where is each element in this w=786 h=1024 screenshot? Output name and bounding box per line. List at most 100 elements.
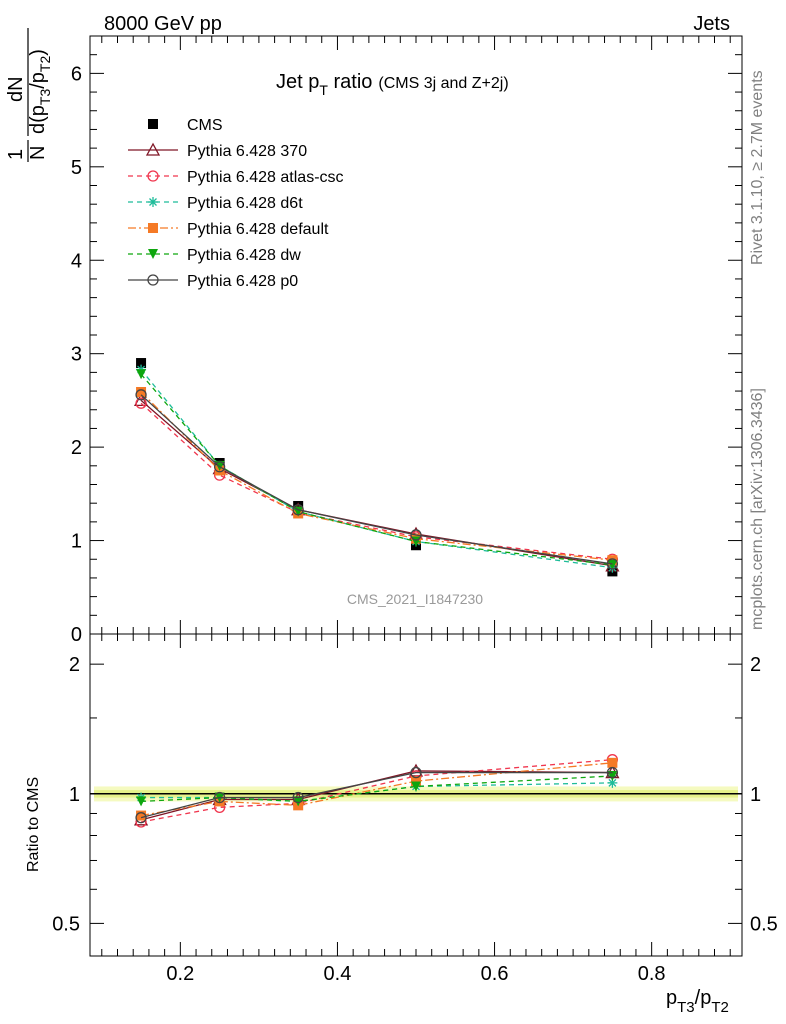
legend-label: Pythia 6.428 p0 <box>187 273 298 290</box>
main-series-pythia-6-428-p0 <box>135 389 619 570</box>
ratio-point-pythia-6-428-dw <box>136 796 147 807</box>
main-ylabel: 1 N dN d(pT3/pT2) <box>5 28 53 162</box>
legend-marker <box>147 170 159 182</box>
legend-marker <box>148 249 158 259</box>
ratio-point-pythia-6-428-default <box>411 776 421 787</box>
legend-marker <box>148 197 158 207</box>
main-point-pythia-6-428-p0 <box>213 461 226 473</box>
legend-entry-pythia-6-428-atlas-csc: Pythia 6.428 atlas-csc <box>128 169 344 186</box>
rivet-label: Rivet 3.1.10, ≥ 2.7M events <box>749 70 766 265</box>
ratio-ytick-label: 2 <box>69 654 80 676</box>
main-point-pythia-6-428-dw <box>607 559 618 570</box>
main-point-cms <box>293 500 304 511</box>
main-ytick-label: 3 <box>71 344 82 366</box>
ylabel-one: 1 <box>5 149 27 160</box>
header-right: Jets <box>693 13 730 35</box>
main-series-pythia-6-428-d6t <box>136 364 618 573</box>
analysis-watermark: CMS_2021_I1847230 <box>347 591 483 607</box>
ratio-point-pythia-6-428-default <box>136 810 147 821</box>
ratio-line-pythia-6-428-p0 <box>140 771 613 819</box>
main-point-cms <box>136 358 147 369</box>
main-point-pythia-6-428-atlas-csc <box>135 397 147 409</box>
main-point-pythia-6-428-default <box>136 386 147 397</box>
ratio-ytick-label-right: 2 <box>750 654 761 676</box>
legend-label: Pythia 6.428 default <box>187 221 329 238</box>
main-line-pythia-6-428-d6t <box>140 369 613 569</box>
ratio-ytick-label-right: 0.5 <box>750 913 778 935</box>
main-line-pythia-6-428-dw <box>140 373 613 566</box>
ratio-point-pythia-6-428-default <box>607 757 618 768</box>
ratio-y-ticks: 0.5 0.5 1 1 2 2 <box>52 654 778 935</box>
ratio-point-pythia-6-428-p0 <box>410 766 422 779</box>
main-ytick-label: 4 <box>71 250 82 272</box>
main-point-pythia-6-428-p0 <box>135 389 147 401</box>
main-line-pythia-6-428-atlas-csc <box>140 402 613 560</box>
legend-marker <box>147 274 159 286</box>
ratio-point-pythia-6-428-p0 <box>606 766 619 779</box>
ratio-ylabel: Ratio to CMS <box>25 777 42 872</box>
ratio-series-layer <box>133 754 620 828</box>
legend-marker <box>145 142 161 156</box>
main-title: Jet pT ratio (CMS 3j and Z+2j) <box>276 71 509 98</box>
main-y-ticks: 0 1 2 3 4 5 6 <box>71 54 742 646</box>
legend-entry-pythia-6-428-default: Pythia 6.428 default <box>128 221 329 238</box>
legend-entry-cms: CMS <box>148 117 223 134</box>
ratio-ytick-label: 0.5 <box>52 913 80 935</box>
main-ytick-label: 2 <box>71 437 82 459</box>
ratio-panel-frame <box>89 633 743 957</box>
mcplots-label: mcplots.cern.ch [arXiv:1306.3436] <box>749 388 766 630</box>
legend-entry-pythia-6-428-p0: Pythia 6.428 p0 <box>128 273 298 290</box>
xtick-label: 0.2 <box>166 963 194 985</box>
ratio-point-pythia-6-428-dw <box>607 770 618 781</box>
header-left: 8000 GeV pp <box>104 13 222 35</box>
legend-label: CMS <box>187 117 223 134</box>
main-series-layer <box>133 358 620 577</box>
xlabel: pT3/pT2 <box>666 987 729 1016</box>
ratio-point-pythia-6-428-dw <box>411 781 421 792</box>
main-series-pythia-6-428-default <box>136 386 618 566</box>
xtick-label: 0.6 <box>481 963 509 985</box>
ylabel-N: N <box>27 146 49 160</box>
main-line-pythia-6-428-370 <box>140 399 613 567</box>
main-ytick-label: 1 <box>71 531 82 553</box>
legend-label: Pythia 6.428 370 <box>187 143 307 160</box>
legend-entry-pythia-6-428-370: Pythia 6.428 370 <box>128 142 307 160</box>
legend-marker <box>148 119 158 129</box>
legend: CMS Pythia 6.428 370 Pythia 6.428 atlas-cs… <box>128 117 344 290</box>
legend-label: Pythia 6.428 atlas-csc <box>187 169 344 186</box>
ylabel-dN: dN <box>5 76 27 102</box>
ratio-line-pythia-6-428-default <box>140 762 613 817</box>
ylabel-denominator: d(pT3/pT2) <box>27 49 53 134</box>
main-point-pythia-6-428-p0 <box>292 504 304 516</box>
ratio-ytick-label-right: 1 <box>750 784 761 806</box>
legend-entry-pythia-6-428-d6t: Pythia 6.428 d6t <box>128 195 303 212</box>
main-line-pythia-6-428-default <box>140 391 613 561</box>
ratio-point-pythia-6-428-dw <box>293 796 304 807</box>
main-point-pythia-6-428-dw <box>136 369 147 380</box>
main-series-pythia-6-428-atlas-csc <box>135 397 619 565</box>
legend-label: Pythia 6.428 dw <box>187 247 301 264</box>
ratio-ytick-label: 1 <box>69 784 80 806</box>
main-point-pythia-6-428-p0 <box>606 558 619 570</box>
legend-label: Pythia 6.428 d6t <box>187 195 303 212</box>
main-series-cms <box>136 358 618 577</box>
ratio-point-pythia-6-428-p0 <box>292 791 304 804</box>
main-series-pythia-6-428-370 <box>133 393 620 572</box>
xtick-label: 0.4 <box>324 963 352 985</box>
main-point-pythia-6-428-p0 <box>410 529 422 541</box>
ratio-line-pythia-6-428-atlas-csc <box>140 759 613 823</box>
ratio-point-pythia-6-428-p0 <box>213 791 226 804</box>
main-ytick-label: 0 <box>71 624 82 646</box>
x-ticks: 0.2 0.4 0.6 0.8 <box>101 36 731 985</box>
ratio-point-pythia-6-428-p0 <box>135 812 147 824</box>
ratio-point-pythia-6-428-d6t <box>607 777 618 788</box>
main-ytick-label: 6 <box>71 63 82 85</box>
main-series-pythia-6-428-dw <box>136 369 618 570</box>
main-line-pythia-6-428-p0 <box>140 394 613 565</box>
legend-marker <box>148 223 158 233</box>
main-ytick-label: 5 <box>71 157 82 179</box>
main-point-pythia-6-428-dw <box>214 460 225 471</box>
legend-entry-pythia-6-428-dw: Pythia 6.428 dw <box>128 247 301 264</box>
ratio-series-pythia-6-428-p0 <box>135 766 619 824</box>
